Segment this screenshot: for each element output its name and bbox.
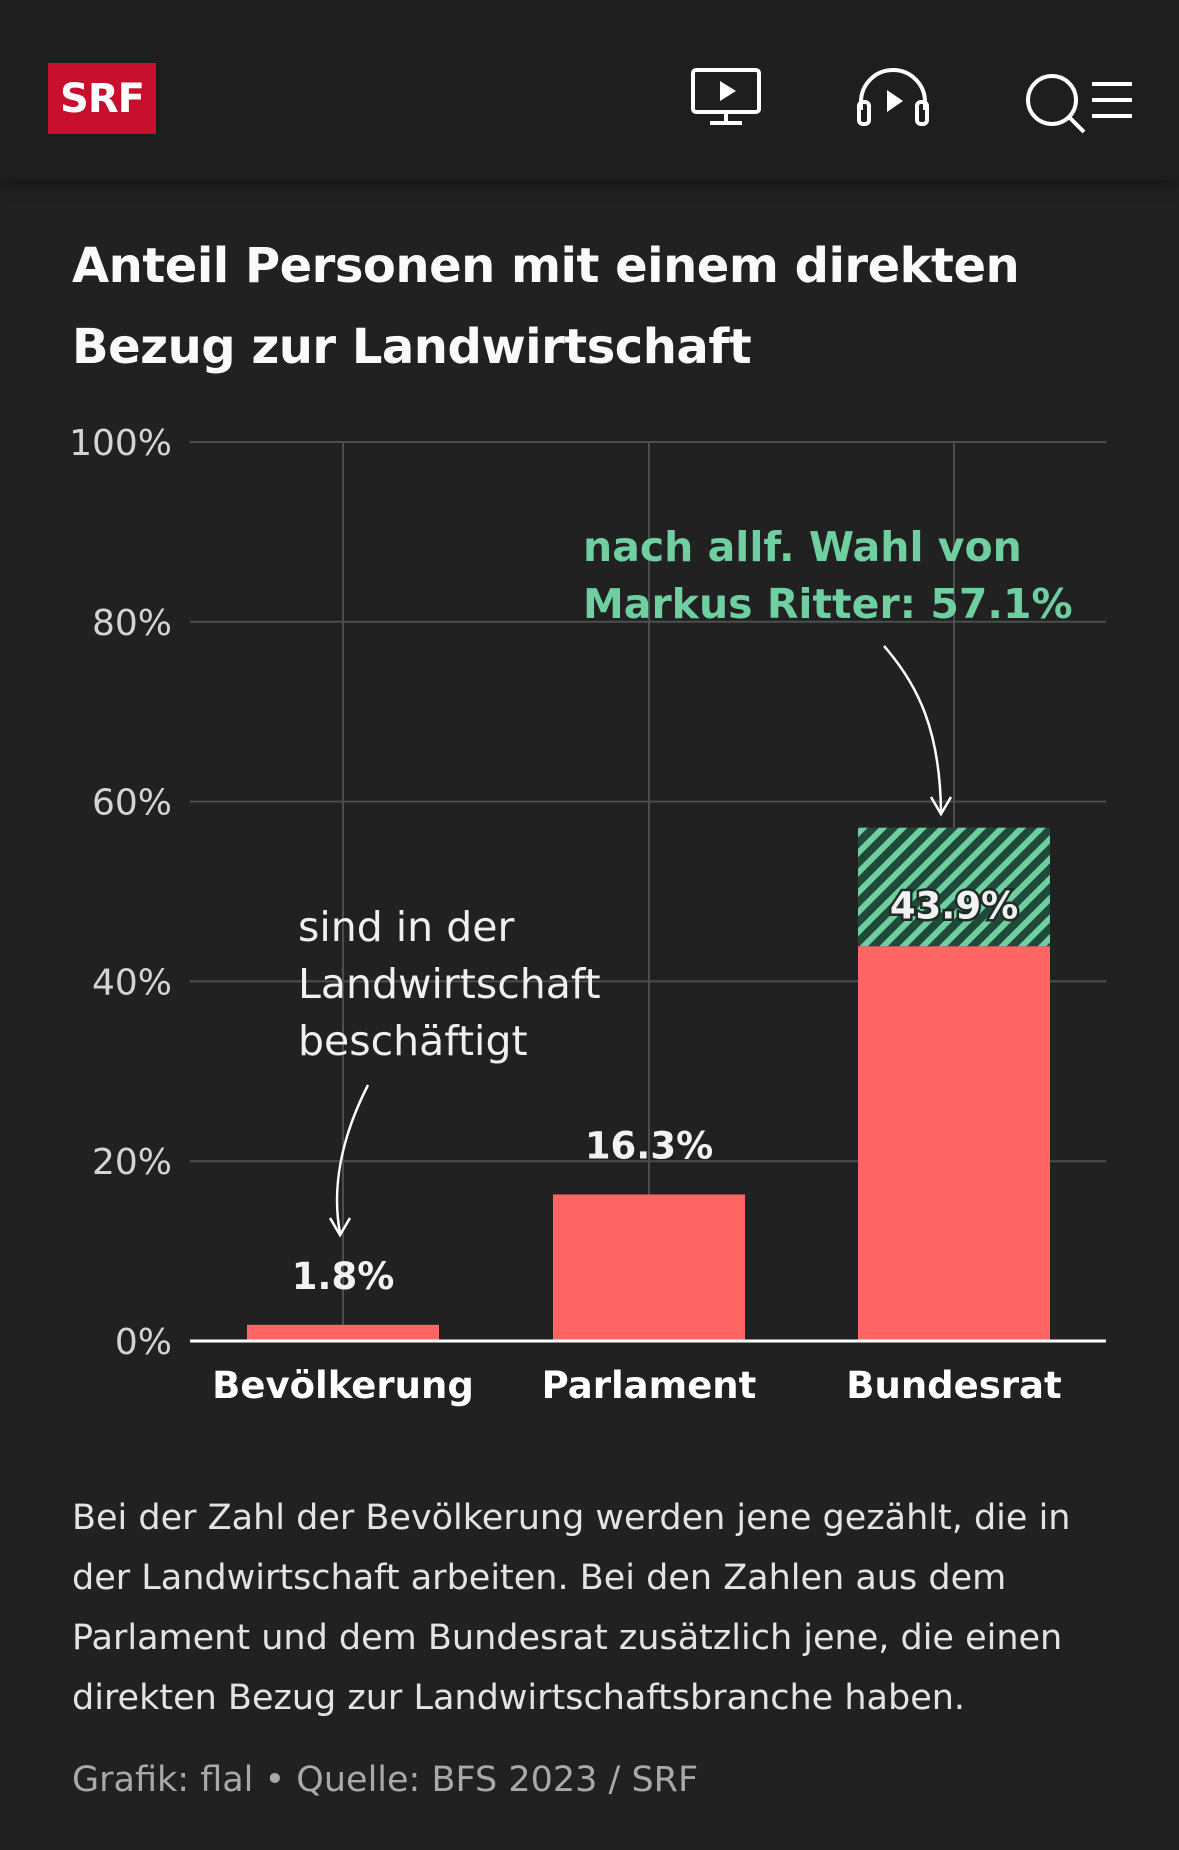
data-label: 1.8% — [292, 1255, 395, 1298]
x-tick-label: Bevölkerung — [212, 1364, 474, 1407]
srf-logo[interactable]: SRF — [48, 63, 156, 134]
chart-source: Grafik: flal • Quelle: BFS 2023 / SRF — [72, 1760, 699, 1800]
annotation-arrowhead — [929, 796, 953, 817]
y-tick-label: 20% — [92, 1142, 172, 1183]
annotation-arrowhead — [328, 1217, 352, 1238]
top-bar: SRF — [0, 0, 1179, 180]
y-tick-label: 0% — [115, 1322, 172, 1363]
y-tick-label: 60% — [92, 783, 172, 824]
annotation-text: sind in der — [298, 903, 514, 951]
annotation-arrow — [335, 1084, 370, 1234]
y-tick-label: 100% — [69, 423, 172, 464]
annotation-text: Landwirtschaft — [298, 960, 601, 1008]
bar-chart: 0% 20% 40% 60% 80% 100% 1.8% 16.3% 43.9% Bevölker… — [69, 423, 1106, 1407]
chart-description: Bei der Zahl der Bevölkerung werden jene… — [72, 1498, 1071, 1718]
annotation-text: nach allf. Wahl von — [583, 523, 1022, 571]
bar-extension-hatched — [858, 827, 1050, 947]
bar — [247, 1324, 439, 1341]
annotation-text: beschäftigt — [298, 1017, 528, 1065]
chart-title: Anteil Personen mit einem direkten Bezug… — [72, 238, 1020, 375]
tv-play-icon[interactable] — [690, 66, 762, 130]
data-label: 16.3% — [585, 1124, 713, 1167]
headphones-play-icon[interactable] — [856, 66, 930, 130]
annotation-arrow — [883, 645, 943, 813]
data-label: 43.9% — [890, 884, 1018, 927]
x-tick-label: Parlament — [542, 1364, 757, 1407]
search-menu-icon[interactable] — [1024, 66, 1134, 136]
x-tick-label: Bundesrat — [846, 1364, 1061, 1407]
bar — [858, 946, 1050, 1341]
annotation-text: Markus Ritter: 57.1% — [583, 580, 1073, 628]
y-tick-label: 40% — [92, 962, 172, 1003]
y-tick-label: 80% — [92, 603, 172, 644]
bar — [553, 1194, 745, 1341]
